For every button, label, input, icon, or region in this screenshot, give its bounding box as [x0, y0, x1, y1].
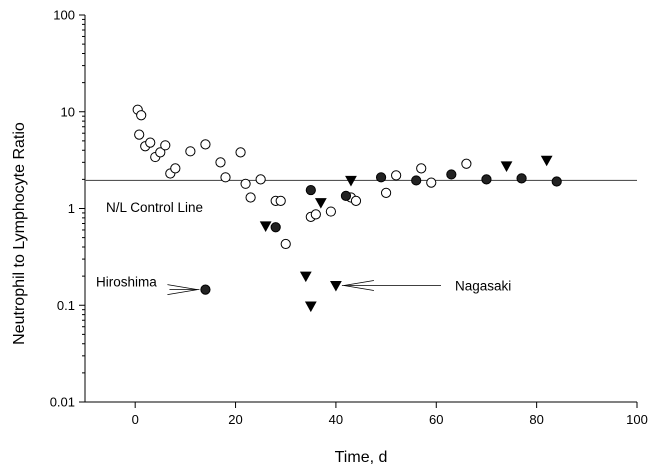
hiroshima-arrow-head-upper: [167, 284, 198, 291]
data-point-filled-triangle: [540, 155, 553, 167]
data-point-open-circle: [220, 172, 231, 183]
data-point-filled-triangle: [314, 198, 327, 209]
data-point-open-circle: [245, 192, 256, 203]
data-point-filled-circle: [446, 169, 457, 180]
x-tick-label: 40: [329, 412, 343, 427]
x-tick-label: 80: [529, 412, 543, 427]
data-point-open-circle: [170, 163, 181, 174]
data-point-filled-circle: [411, 175, 422, 186]
x-tick-label: 20: [228, 412, 242, 427]
data-point-filled-circle: [200, 284, 211, 295]
data-point-filled-circle: [340, 190, 352, 201]
annotation-nagasaki-label: Nagasaki: [455, 279, 511, 294]
y-tick-label: 0.1: [57, 298, 75, 313]
data-point-open-circle: [350, 195, 362, 206]
y-tick-label: 100: [53, 8, 75, 23]
nagasaki-arrow-head-upper: [343, 280, 374, 286]
data-point-open-circle: [416, 163, 427, 174]
data-point-open-circle: [391, 170, 402, 181]
data-point-filled-triangle: [500, 161, 513, 173]
hiroshima-arrow-head-lower: [167, 289, 198, 296]
control-line-label: N/L Control Line: [106, 200, 203, 215]
data-point-filled-triangle: [345, 175, 357, 187]
x-tick-label: 60: [429, 412, 443, 427]
y-tick-label: 10: [61, 104, 75, 119]
data-point-filled-circle: [551, 176, 562, 187]
data-point-filled-circle: [270, 222, 281, 233]
data-point-filled-triangle: [259, 221, 272, 232]
data-point-open-circle: [160, 140, 171, 151]
data-point-filled-circle: [516, 173, 527, 184]
data-point-filled-triangle: [299, 271, 312, 283]
data-point-open-circle: [155, 147, 166, 158]
data-point-open-circle: [136, 110, 147, 121]
x-axis-title: Time, d: [335, 449, 388, 466]
y-axis-title: Neutrophil to Lymphocyte Ratio: [11, 122, 28, 345]
data-point-open-circle: [185, 146, 196, 157]
nagasaki-arrow-head-lower: [343, 285, 374, 291]
data-point-open-circle: [280, 238, 291, 250]
y-tick-label: 0.01: [50, 395, 75, 410]
plot-area: 0 20 40 60 80 100 0.01 0.1 1 10 100: [50, 8, 648, 428]
data-point-open-circle: [325, 206, 336, 217]
data-point-open-circle: [310, 209, 321, 220]
data-point-open-circle: [380, 187, 392, 198]
data-point-open-circle: [240, 178, 251, 189]
data-point-open-circle: [275, 195, 286, 206]
data-point-filled-circle: [305, 184, 316, 196]
data-point-filled-circle: [375, 172, 387, 183]
data-point-open-circle: [235, 147, 246, 158]
data-point-open-circle: [145, 137, 156, 148]
data-point-open-circle: [215, 157, 226, 168]
data-point-open-circle: [134, 129, 145, 140]
data-point-open-circle: [255, 174, 266, 185]
data-point-filled-triangle: [304, 301, 317, 313]
data-point-open-circle: [426, 177, 437, 188]
data-point-filled-circle: [481, 174, 492, 185]
data-point-filled-triangle: [330, 280, 342, 292]
y-tick-label: 1: [68, 201, 75, 216]
annotation-hiroshima-label: Hiroshima: [96, 275, 157, 290]
data-point-open-circle: [461, 158, 472, 169]
data-point-open-circle: [200, 139, 211, 150]
x-tick-label: 0: [132, 412, 139, 427]
x-tick-label: 100: [626, 412, 648, 427]
